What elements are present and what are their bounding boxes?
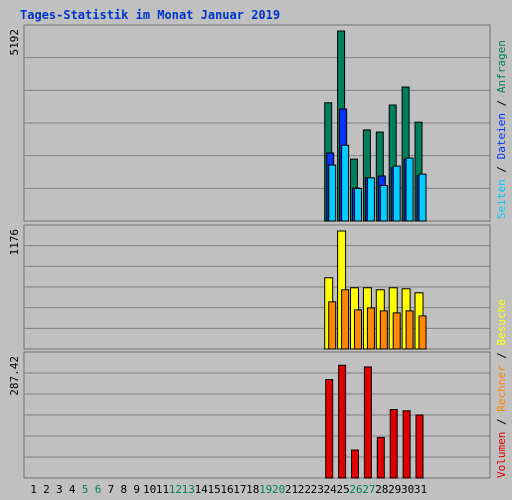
- bar-rechner-day-28: [379, 310, 388, 350]
- legend-rechner: Rechner: [495, 365, 508, 412]
- legend-separator: /: [495, 159, 508, 179]
- x-tick-label: 11: [156, 483, 169, 496]
- x-tick-label: 21: [285, 483, 298, 496]
- panel-requests: [23, 24, 491, 222]
- x-tick-label: 23: [311, 483, 324, 496]
- x-tick-label: 26: [349, 483, 362, 496]
- bar-seiten-day-27: [366, 177, 375, 222]
- x-tick-label: 5: [82, 483, 89, 496]
- x-tick-label: 15: [207, 483, 220, 496]
- x-tick-label: 9: [133, 483, 140, 496]
- x-tick-label: 14: [195, 483, 209, 496]
- x-tick-label: 17: [233, 483, 246, 496]
- y-tick-label-volume: 287.42: [8, 356, 21, 396]
- x-tick-label: 2: [43, 483, 50, 496]
- bar-volumen-day-27: [363, 366, 372, 479]
- x-axis-labels: 1 2 3 4 5 6 7 8 9 10 11 12 13 14 15 16 17 18 19 20 21 22 23 24 2…: [30, 483, 427, 496]
- bar-seiten-day-26: [354, 187, 362, 222]
- bar-seiten-day-25: [341, 144, 350, 222]
- chart-title: Tages-Statistik im Monat Januar 2019: [20, 8, 280, 22]
- panel-volume: [23, 351, 491, 479]
- bar-seiten-day-30: [405, 157, 414, 222]
- x-tick-label: 12: [169, 483, 182, 496]
- bar-volumen-day-25: [338, 364, 347, 479]
- bar-rechner-day-26: [354, 309, 362, 350]
- x-tick-label: 7: [108, 483, 115, 496]
- legend-separator: /: [495, 412, 508, 432]
- x-tick-label: 1: [30, 483, 37, 496]
- y-tick-label-visits: 1176: [8, 229, 21, 256]
- x-tick-label: 16: [220, 483, 233, 496]
- x-tick-label: 4: [69, 483, 76, 496]
- legend-volumen: Volumen: [495, 432, 508, 478]
- x-tick-label: 8: [120, 483, 127, 496]
- x-tick-label: 13: [182, 483, 195, 496]
- legend-separator: /: [495, 346, 508, 366]
- x-tick-label: 6: [95, 483, 102, 496]
- legend-dateien: Dateien: [495, 113, 508, 159]
- legend-text: Seiten / Dateien / Anfragen: [495, 40, 508, 219]
- x-tick-label: 30: [401, 483, 414, 496]
- bar-rechner-day-25: [341, 289, 350, 350]
- bar-rechner-day-27: [366, 307, 375, 350]
- bar-volumen-day-28: [376, 437, 385, 479]
- legend-seiten: Seiten: [495, 179, 508, 219]
- panel-visits: [23, 224, 491, 350]
- x-tick-label: 19: [259, 483, 272, 496]
- x-tick-label: 28: [375, 483, 388, 496]
- bar-rechner-day-30: [405, 310, 414, 350]
- bar-seiten-day-29: [392, 165, 401, 222]
- x-tick-label: 31: [414, 483, 427, 496]
- bar-seiten-day-28: [379, 185, 388, 222]
- y-tick-label-requests: 5192: [8, 29, 21, 56]
- bar-rechner-day-31: [418, 315, 427, 350]
- x-tick-label: 20: [272, 483, 285, 496]
- bar-rechner-day-24: [328, 301, 337, 350]
- bar-volumen-day-30: [402, 410, 411, 479]
- legend-besuche: Besuche: [495, 299, 508, 345]
- x-tick-label: 10: [143, 483, 156, 496]
- bar-seiten-day-24: [328, 164, 337, 222]
- bar-volumen-day-31: [415, 414, 424, 479]
- bar-seiten-day-31: [418, 173, 427, 222]
- legend-separator: /: [495, 93, 508, 113]
- bar-volumen-day-24: [325, 378, 334, 479]
- legend-anfragen: Anfragen: [495, 40, 508, 93]
- legend-visits-hosts-volume: Volumen / Rechner / Besuche: [495, 299, 508, 478]
- legend-text: Volumen / Rechner / Besuche: [495, 299, 508, 478]
- bar-rechner-day-29: [392, 312, 401, 350]
- x-tick-label: 24: [324, 483, 338, 496]
- x-tick-label: 25: [336, 483, 349, 496]
- x-tick-label: 29: [388, 483, 401, 496]
- x-tick-label: 22: [298, 483, 311, 496]
- bar-volumen-day-29: [389, 409, 398, 479]
- legend-requests-files-pages: Seiten / Dateien / Anfragen: [495, 40, 508, 219]
- x-tick-label: 3: [56, 483, 63, 496]
- x-tick-label: 27: [362, 483, 375, 496]
- bar-volumen-day-26: [351, 449, 359, 479]
- x-tick-label: 18: [246, 483, 259, 496]
